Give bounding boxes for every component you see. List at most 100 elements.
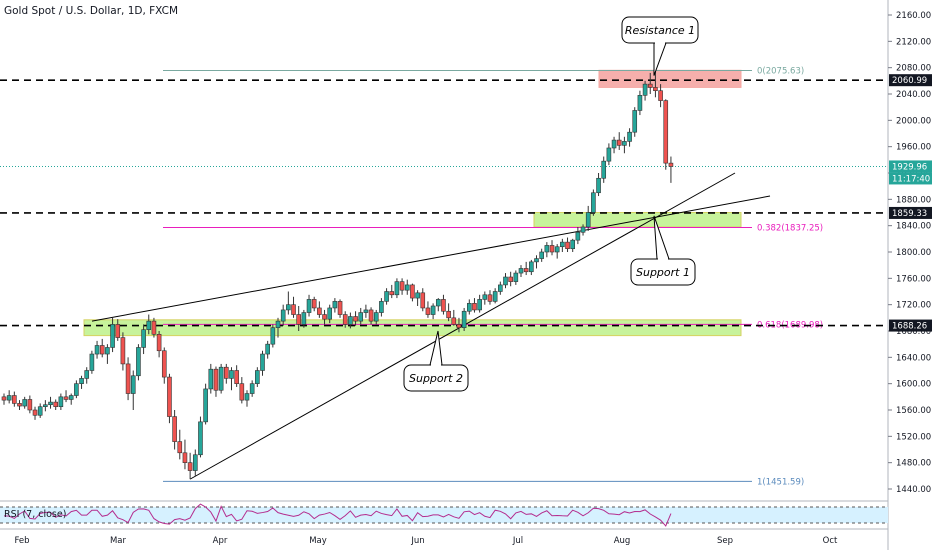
candle [224, 366, 229, 379]
candle [373, 312, 379, 322]
candle [611, 139, 617, 149]
candle [317, 307, 322, 315]
rsi-label: RSI (7, close) [4, 509, 67, 520]
candle [591, 192, 596, 213]
candle [37, 406, 43, 416]
candle [53, 401, 59, 408]
x-tick-label: Feb [14, 536, 29, 546]
y-tick-label: 1680.00 [896, 327, 931, 337]
y-tick-label: 2080.00 [896, 64, 931, 74]
candle [358, 312, 364, 322]
candle [606, 147, 612, 162]
level-tag-bg [889, 74, 932, 87]
level-tag-label: 2060.99 [892, 76, 927, 86]
candle [580, 226, 586, 233]
candle [229, 370, 234, 379]
candle [399, 281, 405, 291]
y-tick-label: 1840.00 [896, 222, 931, 232]
candle [565, 241, 570, 250]
candle [192, 454, 198, 471]
zone-resistance [598, 69, 742, 88]
candle [146, 320, 152, 330]
candle [17, 403, 22, 407]
candle [296, 314, 301, 325]
y-tick-label: 1440.00 [896, 485, 931, 495]
candle [379, 301, 384, 313]
candle [115, 324, 121, 338]
candle [518, 268, 524, 274]
candle [161, 350, 167, 378]
candle [58, 396, 64, 408]
candle [461, 310, 467, 329]
y-tick-label: 1800.00 [896, 248, 931, 258]
candle [472, 303, 477, 311]
candle [255, 370, 260, 384]
candle [151, 320, 157, 335]
candle [513, 272, 519, 282]
candle [653, 87, 658, 92]
y-tick-label: 1480.00 [896, 459, 931, 469]
candle [601, 160, 607, 179]
candle [570, 239, 576, 250]
callout-resistance-pointer [653, 42, 667, 76]
candle [286, 304, 291, 311]
candle [167, 376, 172, 417]
y-tick-label: 1600.00 [896, 380, 931, 390]
candle [182, 452, 188, 463]
candle [622, 141, 627, 146]
candle [22, 399, 27, 407]
callout-support-2-text: Support 2 [409, 372, 463, 385]
candle [342, 314, 348, 325]
zone-support_1 [533, 212, 742, 228]
candle [311, 299, 317, 309]
x-tick-label: Sep [717, 536, 733, 546]
candle [322, 314, 327, 320]
candle [425, 307, 431, 315]
candle [270, 327, 276, 345]
candle [301, 312, 307, 325]
candle [394, 281, 400, 296]
candle [658, 90, 663, 101]
candle [89, 353, 95, 371]
candle [327, 307, 333, 320]
candle [668, 162, 674, 167]
callout-support-2-pointer [429, 330, 443, 366]
y-tick-label: 1880.00 [896, 195, 931, 205]
candle [503, 276, 508, 286]
fib-label: 0.618(1689.98) [757, 320, 823, 330]
candle [43, 404, 48, 408]
candle [642, 83, 648, 96]
rsi-band [0, 507, 888, 523]
chart-title: Gold Spot / U.S. Dollar, 1D, FXCM [4, 5, 178, 17]
y-tick-label: 1960.00 [896, 143, 931, 153]
candle [627, 131, 632, 142]
candle [68, 395, 74, 400]
price-tag-label: 1929.96 [892, 162, 927, 172]
candle [539, 251, 544, 259]
candle [575, 231, 581, 241]
y-tick-label: 1520.00 [896, 432, 931, 442]
candle [12, 395, 17, 404]
candle [544, 245, 550, 253]
x-tick-label: May [309, 536, 327, 546]
candle [415, 292, 420, 299]
candle [291, 304, 296, 315]
candle [446, 310, 451, 319]
candle [280, 309, 286, 322]
candle [508, 276, 513, 282]
candle [384, 291, 389, 302]
candle [487, 294, 493, 302]
candle [404, 284, 410, 291]
candle [208, 368, 214, 390]
candle [249, 383, 255, 394]
candle [337, 301, 343, 315]
candle [332, 301, 338, 309]
candle [172, 416, 177, 442]
candle [84, 370, 90, 379]
candle [187, 462, 193, 471]
x-tick-label: Jun [410, 536, 424, 546]
trendline-wedge [91, 195, 771, 322]
candle [482, 294, 488, 300]
y-tick-label: 1760.00 [896, 274, 931, 284]
